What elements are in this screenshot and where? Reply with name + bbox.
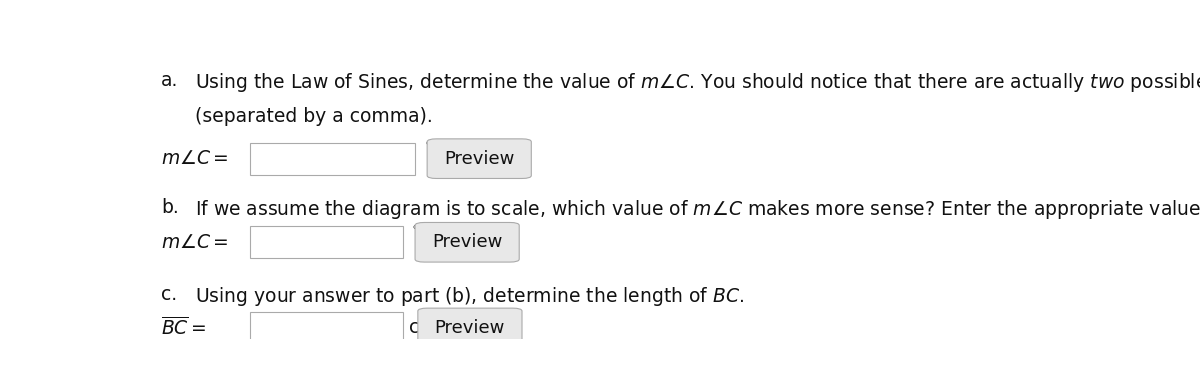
Text: c.: c. (161, 285, 178, 304)
FancyBboxPatch shape (427, 139, 532, 178)
Text: Preview: Preview (444, 150, 515, 168)
Text: $m\angle C =$: $m\angle C =$ (161, 233, 229, 252)
Text: a.: a. (161, 70, 179, 90)
Text: $m\angle C =$: $m\angle C =$ (161, 149, 229, 168)
FancyBboxPatch shape (415, 223, 520, 262)
Text: Preview: Preview (434, 319, 505, 337)
Text: If we assume the diagram is to scale, which value of $m\angle C$ makes more sens: If we assume the diagram is to scale, wh… (194, 198, 1200, 221)
Text: $^\circ$: $^\circ$ (408, 224, 418, 237)
FancyBboxPatch shape (418, 308, 522, 348)
Text: cm: cm (409, 319, 438, 338)
Text: Using your answer to part (b), determine the length of $BC$.: Using your answer to part (b), determine… (194, 285, 744, 308)
Text: Using the Law of Sines, determine the value of $m\angle C$. You should notice th: Using the Law of Sines, determine the va… (194, 70, 1200, 94)
Text: $\overline{BC} =$: $\overline{BC} =$ (161, 317, 206, 339)
Text: (separated by a comma).: (separated by a comma). (194, 107, 432, 126)
Text: b.: b. (161, 198, 179, 217)
FancyBboxPatch shape (251, 312, 403, 344)
Text: $^\circ$: $^\circ$ (421, 140, 430, 154)
FancyBboxPatch shape (251, 226, 403, 258)
Text: Preview: Preview (432, 233, 503, 251)
FancyBboxPatch shape (251, 142, 415, 175)
